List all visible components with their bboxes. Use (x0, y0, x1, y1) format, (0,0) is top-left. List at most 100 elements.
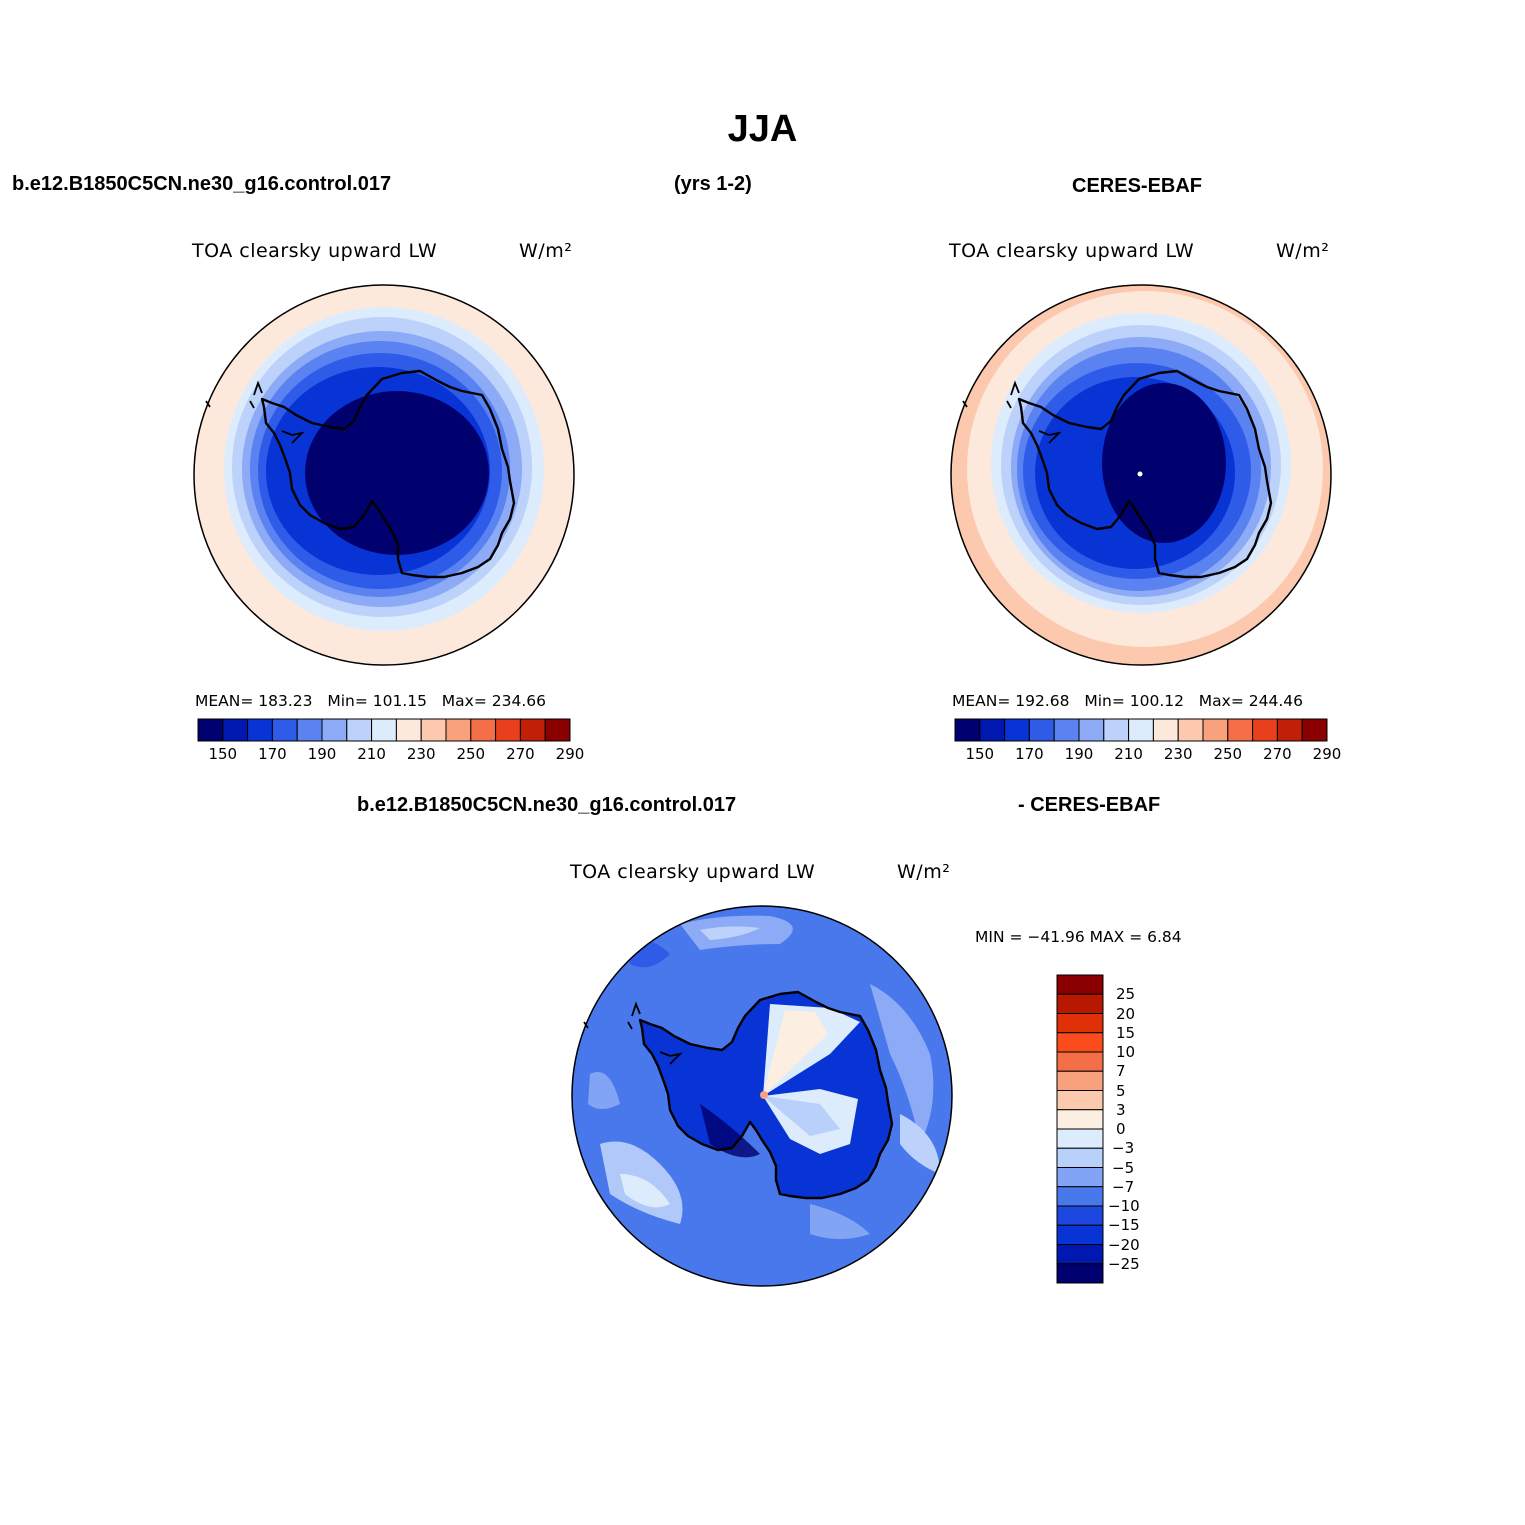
colorbar-tick-label: 150 (965, 745, 995, 763)
colorbar-swatch (445, 718, 472, 742)
colorbar-tick-label: 25 (1116, 985, 1136, 1004)
colorbar-tick-label: −15 (1108, 1216, 1140, 1235)
contour-band (305, 391, 489, 555)
colorbar-tick-label: 20 (1116, 1004, 1136, 1023)
colorbar-swatch (1056, 1032, 1104, 1053)
colorbar-tick-label: 190 (307, 745, 337, 763)
colorbar-tick-label: 230 (406, 745, 436, 763)
colorbar-swatch (544, 718, 571, 742)
antarctica-coastline (260, 369, 516, 579)
colorbar-swatch (247, 718, 273, 742)
colorbar-swatch (470, 718, 497, 742)
main-title: JJA (727, 108, 798, 150)
diff-colorbar-ticks: 25 20 15 10 7 5 3 0 −3 −5 −7 −10 −15 −20 −25 (1108, 975, 1168, 1283)
map-border (193, 284, 575, 666)
colorbar-swatch (1301, 718, 1328, 742)
colorbar-tick-label: 270 (506, 745, 535, 763)
colorbar-tick-label: 250 (1213, 745, 1243, 763)
model-units: W/m² (519, 240, 573, 262)
colorbar-tick-label: 210 (1114, 745, 1143, 763)
colorbar-swatch (197, 718, 224, 742)
colorbar-tick-label: −5 (1112, 1158, 1135, 1177)
model-colorbar-ticks: 150 170 190 210 230 250 270 290 (198, 745, 584, 765)
colorbar-swatch (1056, 1167, 1104, 1188)
colorbar-tick-label: 270 (1263, 745, 1292, 763)
colorbar-tick-label: −10 (1108, 1197, 1140, 1215)
colorbar-swatch (1056, 1013, 1104, 1034)
colorbar-swatch (979, 718, 1006, 742)
colorbar-swatch (1078, 718, 1105, 742)
model-field (194, 285, 574, 665)
colorbar-swatch (222, 718, 249, 742)
colorbar-swatch (1053, 718, 1080, 742)
colorbar-swatch (1128, 718, 1154, 742)
colorbar-swatch (1056, 1147, 1104, 1168)
diff-case-name-header: b.e12.B1850C5CN.ne30_g16.control.017 (357, 794, 737, 816)
colorbar-swatch (1252, 718, 1278, 742)
colorbar-swatch (1004, 718, 1030, 742)
map-border (950, 284, 1332, 666)
diff-field (572, 906, 952, 1286)
colorbar-swatch (395, 718, 422, 742)
colorbar-tick-label: 230 (1163, 745, 1193, 763)
colorbar-tick-label: 10 (1116, 1043, 1136, 1061)
colorbar-tick-label: 290 (1312, 745, 1342, 763)
colorbar-swatch (1056, 993, 1104, 1014)
colorbar-swatch (1056, 1051, 1104, 1072)
colorbar-tick-label: −3 (1112, 1139, 1135, 1158)
colorbar-tick-label: 5 (1116, 1081, 1126, 1100)
model-stats: MEAN= 183.23 Min= 101.15 Max= 234.66 (195, 692, 547, 710)
diff-minmax: MIN = −41.96 MAX = 6.84 (975, 928, 1182, 946)
colorbar-tick-label: 290 (555, 745, 585, 763)
colorbar-swatch (271, 718, 298, 742)
colorbar-swatch (495, 718, 521, 742)
obs-polar-map (950, 284, 1332, 666)
colorbar-tick-label: 15 (1116, 1023, 1136, 1042)
colorbar-swatch (1056, 974, 1104, 995)
colorbar-swatch (346, 718, 373, 742)
model-colorbar (197, 718, 571, 742)
colorbar-swatch (1056, 1090, 1104, 1111)
obs-colorbar (954, 718, 1328, 742)
colorbar-swatch (1056, 1263, 1104, 1284)
colorbar-swatch (1276, 718, 1303, 742)
colorbar-tick-label: 7 (1116, 1062, 1126, 1081)
colorbar-swatch (1056, 1244, 1104, 1265)
colorbar-swatch (1056, 1186, 1104, 1207)
obs-variable-title: TOA clearsky upward LW (949, 240, 1195, 262)
model-variable-title: TOA clearsky upward LW (192, 240, 438, 262)
colorbar-tick-label: 250 (456, 745, 486, 763)
case-name-header: b.e12.B1850C5CN.ne30_g16.control.017 (12, 173, 392, 195)
colorbar-tick-label: 0 (1116, 1120, 1126, 1138)
colorbar-tick-label: 170 (258, 745, 287, 763)
antarctica-coastline (638, 990, 894, 1200)
obs-colorbar-ticks: 150 170 190 210 230 250 270 290 (955, 745, 1341, 765)
colorbar-swatch (1056, 1109, 1104, 1130)
colorbar-tick-label: −20 (1108, 1235, 1140, 1254)
obs-name-header: CERES-EBAF (1072, 175, 1203, 197)
colorbar-swatch (371, 718, 397, 742)
diff-colorbar (1056, 974, 1104, 1284)
colorbar-swatch (1056, 1205, 1104, 1226)
antarctica-coastline (1017, 369, 1273, 579)
colorbar-swatch (420, 718, 447, 742)
obs-stats: MEAN= 192.68 Min= 100.12 Max= 244.46 (952, 692, 1304, 710)
obs-units: W/m² (1276, 240, 1330, 262)
colorbar-swatch (519, 718, 546, 742)
obs-field (951, 285, 1331, 665)
colorbar-swatch (1028, 718, 1055, 742)
colorbar-swatch (1056, 1070, 1104, 1091)
colorbar-tick-label: 3 (1116, 1100, 1126, 1119)
colorbar-swatch (1103, 718, 1130, 742)
colorbar-swatch (1056, 1224, 1104, 1245)
diff-units: W/m² (897, 861, 951, 883)
colorbar-swatch (1152, 718, 1179, 742)
colorbar-tick-label: 170 (1015, 745, 1044, 763)
diff-polar-map (571, 905, 953, 1287)
model-polar-map (193, 284, 575, 666)
colorbar-swatch (1056, 1128, 1104, 1149)
colorbar-swatch (1202, 718, 1229, 742)
colorbar-swatch (1227, 718, 1254, 742)
colorbar-tick-label: 190 (1064, 745, 1094, 763)
colorbar-swatch (321, 718, 348, 742)
